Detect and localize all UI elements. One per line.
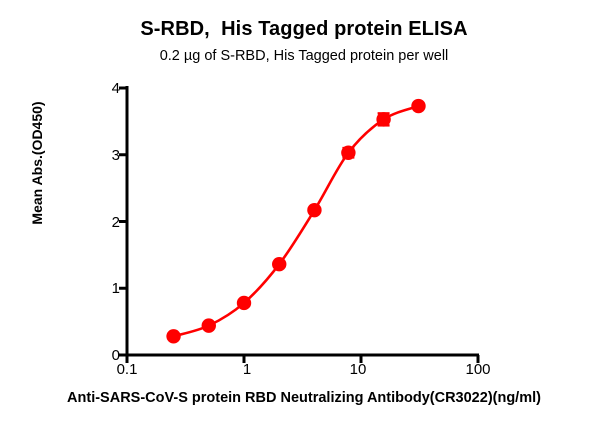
x-tick-label-100: 100 bbox=[465, 361, 491, 378]
axis-spines bbox=[125, 86, 479, 357]
data-point bbox=[166, 329, 181, 344]
data-point bbox=[341, 145, 356, 160]
data-markers bbox=[166, 98, 426, 344]
data-point bbox=[236, 295, 252, 311]
data-point bbox=[376, 112, 391, 127]
data-point bbox=[201, 318, 216, 333]
y-tick-label-0: 0 bbox=[111, 347, 120, 364]
y-tick-label-3: 3 bbox=[111, 147, 120, 164]
data-point bbox=[411, 98, 426, 114]
axis-tick-marks bbox=[119, 86, 480, 363]
chart-subtitle: 0.2 µg of S-RBD, His Tagged protein per … bbox=[159, 48, 449, 64]
y-tick-label-1: 1 bbox=[111, 280, 120, 297]
chart-title: S-RBD, His Tagged protein ELISA bbox=[140, 18, 468, 40]
x-tick-label-10: 10 bbox=[349, 361, 367, 378]
x-axis-label: Anti-SARS-CoV-S protein RBD Neutralizing… bbox=[67, 390, 541, 406]
y-tick-label-4: 4 bbox=[111, 80, 120, 97]
data-point bbox=[307, 202, 322, 218]
data-curve bbox=[172, 104, 420, 338]
x-tick-label-1: 1 bbox=[242, 361, 252, 378]
data-point bbox=[272, 257, 287, 272]
x-tick-label-0point1: 0.1 bbox=[116, 361, 138, 378]
y-tick-label-2: 2 bbox=[111, 214, 120, 231]
